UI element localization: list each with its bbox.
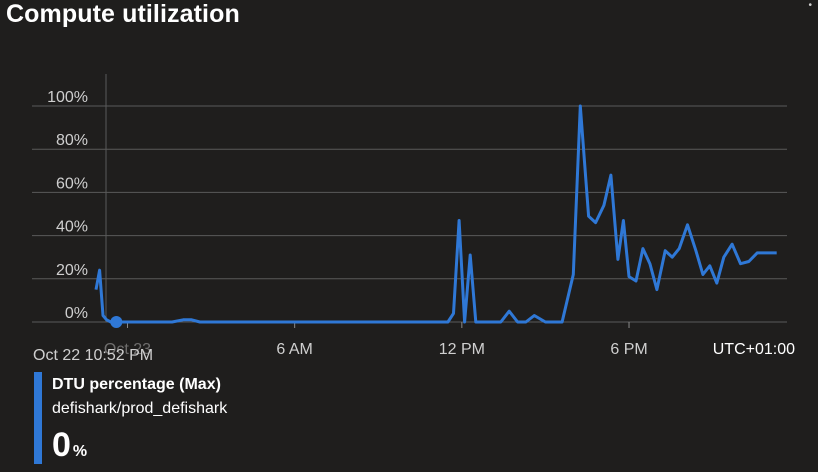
y-tick-label: 60%: [56, 175, 88, 192]
series-line-dtu-percentage[interactable]: [94, 104, 777, 324]
y-tick-label: 40%: [56, 219, 88, 236]
legend-value-unit: %: [72, 443, 88, 460]
y-tick-label: 20%: [56, 262, 88, 279]
y-axis-ticks: 0% 20% 40% 60% 80% 100%: [47, 89, 88, 322]
x-tick-label: 6 AM: [276, 341, 312, 358]
legend-metric-name: DTU percentage (Max): [52, 376, 221, 393]
chart-title: Compute utilization: [6, 0, 240, 28]
hover-point-marker[interactable]: [110, 316, 123, 328]
more-options-icon[interactable]: •: [808, 0, 812, 11]
legend-current-value: 0%: [52, 426, 87, 465]
compute-utilization-chart: 0% 20% 40% 60% 80% 100% Oct 23 6 AM 12 PM 6 PM O…: [32, 74, 795, 364]
timezone-label: UTC+01:00: [713, 341, 795, 358]
series-layer: [94, 104, 777, 328]
x-tick-label: 6 PM: [610, 341, 647, 358]
x-tick-label: Oct 23: [104, 341, 151, 358]
y-tick-label: 80%: [56, 132, 88, 149]
y-tick-label: 100%: [47, 89, 88, 106]
grid-lines: [32, 74, 787, 323]
y-tick-label: 0%: [65, 305, 88, 322]
legend-value-number: 0: [52, 426, 71, 464]
legend-color-swatch: [34, 372, 42, 464]
legend-resource-name: defishark/prod_defishark: [52, 400, 228, 417]
x-axis-ticks: Oct 23 6 AM 12 PM 6 PM: [104, 322, 648, 358]
start-time-label: Oct 22 10:52 PM: [33, 347, 153, 364]
x-tick-label: 12 PM: [439, 341, 485, 358]
